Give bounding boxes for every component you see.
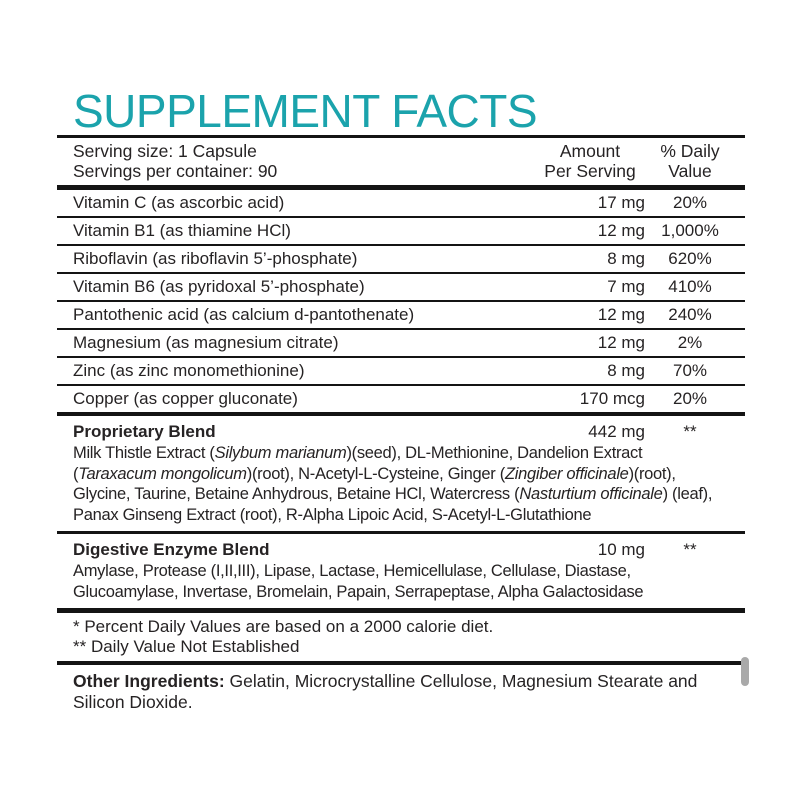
nutrient-dv: 2% — [677, 333, 703, 352]
amount-column-header: Amount Per Serving — [544, 141, 636, 181]
nutrient-dv: 1,000% — [661, 221, 719, 240]
nutrient-amount: 12 mg — [597, 221, 645, 240]
nutrient-amount: 17 mg — [597, 193, 645, 212]
serving-size: Serving size: 1 Capsule — [73, 141, 257, 161]
nutrient-row: Magnesium (as magnesium citrate) 12 mg 2… — [57, 330, 745, 358]
nutrient-name: Vitamin C (as ascorbic acid) — [73, 193, 285, 212]
nutrient-dv: 620% — [668, 249, 712, 268]
divider-above-digestive-blend — [57, 531, 745, 534]
nutrient-dv: 70% — [672, 361, 708, 380]
blend-dv: ** — [683, 422, 697, 441]
nutrient-amount: 8 mg — [607, 361, 645, 380]
blend-name: Proprietary Blend — [73, 422, 216, 441]
blend-amount: 442 mg — [588, 422, 645, 441]
divider-under-title — [57, 135, 745, 138]
nutrient-name: Copper (as copper gluconate) — [73, 389, 298, 408]
nutrient-name: Zinc (as zinc monomethionine) — [73, 361, 305, 380]
nutrient-dv: 240% — [668, 305, 712, 324]
nutrient-name: Riboflavin (as riboflavin 5’-phosphate) — [73, 249, 358, 268]
nutrient-row: Vitamin B6 (as pyridoxal 5’-phosphate) 7… — [57, 274, 745, 302]
blend-amount: 10 mg — [597, 540, 645, 559]
servings-per-container: Servings per container: 90 — [73, 161, 278, 181]
blend-ingredients: Milk Thistle Extract (Silybum marianum)(… — [73, 444, 713, 524]
nutrient-row: Zinc (as zinc monomethionine) 8 mg 70% — [57, 358, 745, 386]
footnotes: * Percent Daily Values are based on a 20… — [57, 613, 745, 661]
serving-header: Serving size: 1 Capsule Servings per con… — [57, 138, 745, 185]
other-ingredients: Other Ingredients: Gelatin, Microcrystal… — [57, 665, 745, 712]
divider-above-proprietary-blend — [57, 412, 745, 416]
footnote-not-established: ** Daily Value Not Established — [73, 636, 300, 656]
nutrient-row: Pantothenic acid (as calcium d-pantothen… — [57, 302, 745, 330]
blend-header: Digestive Enzyme Blend 10 mg ** — [73, 539, 735, 560]
other-ingredients-label: Other Ingredients: — [73, 671, 225, 691]
nutrient-name: Pantothenic acid (as calcium d-pantothen… — [73, 305, 415, 324]
nutrient-amount: 7 mg — [607, 277, 645, 296]
divider-under-serving-header — [57, 185, 745, 190]
serving-info: Serving size: 1 Capsule Servings per con… — [73, 141, 535, 181]
blend-name: Digestive Enzyme Blend — [73, 540, 270, 559]
divider-above-footnotes — [57, 608, 745, 613]
nutrient-amount: 8 mg — [607, 249, 645, 268]
blend-header: Proprietary Blend 442 mg ** — [73, 421, 735, 442]
nutrient-amount: 12 mg — [597, 305, 645, 324]
nutrient-row: Vitamin C (as ascorbic acid) 17 mg 20% — [57, 190, 745, 218]
nutrient-row: Copper (as copper gluconate) 170 mcg 20% — [57, 386, 745, 412]
scrollbar-thumb[interactable] — [741, 657, 749, 686]
footnote-daily-values: * Percent Daily Values are based on a 20… — [73, 617, 494, 636]
proprietary-blend-section: Proprietary Blend 442 mg ** Milk Thistle… — [57, 416, 745, 531]
other-ingredients-text: Gelatin, Microcrystalline Cellulose, Mag… — [73, 671, 698, 712]
nutrient-row: Vitamin B1 (as thiamine HCl) 12 mg 1,000… — [57, 218, 745, 246]
page-title: SUPPLEMENT FACTS — [73, 85, 538, 137]
nutrient-row: Riboflavin (as riboflavin 5’-phosphate) … — [57, 246, 745, 274]
supplement-facts-panel: SUPPLEMENT FACTS Serving size: 1 Capsule… — [57, 85, 745, 712]
daily-value-column-header: % Daily Value — [660, 141, 720, 181]
blend-dv: ** — [683, 540, 697, 559]
nutrient-amount: 170 mcg — [579, 389, 645, 408]
blend-ingredients: Amylase, Protease (I,II,III), Lipase, La… — [73, 562, 644, 601]
nutrient-name: Vitamin B1 (as thiamine HCl) — [73, 221, 291, 240]
nutrient-name: Vitamin B6 (as pyridoxal 5’-phosphate) — [73, 277, 365, 296]
divider-above-other-ingredients — [57, 661, 745, 665]
digestive-enzyme-blend-section: Digestive Enzyme Blend 10 mg ** Amylase,… — [57, 534, 745, 608]
nutrient-dv: 20% — [672, 389, 708, 408]
nutrient-name: Magnesium (as magnesium citrate) — [73, 333, 339, 352]
nutrient-amount: 12 mg — [597, 333, 645, 352]
nutrient-dv: 20% — [672, 193, 708, 212]
nutrient-dv: 410% — [668, 277, 712, 296]
